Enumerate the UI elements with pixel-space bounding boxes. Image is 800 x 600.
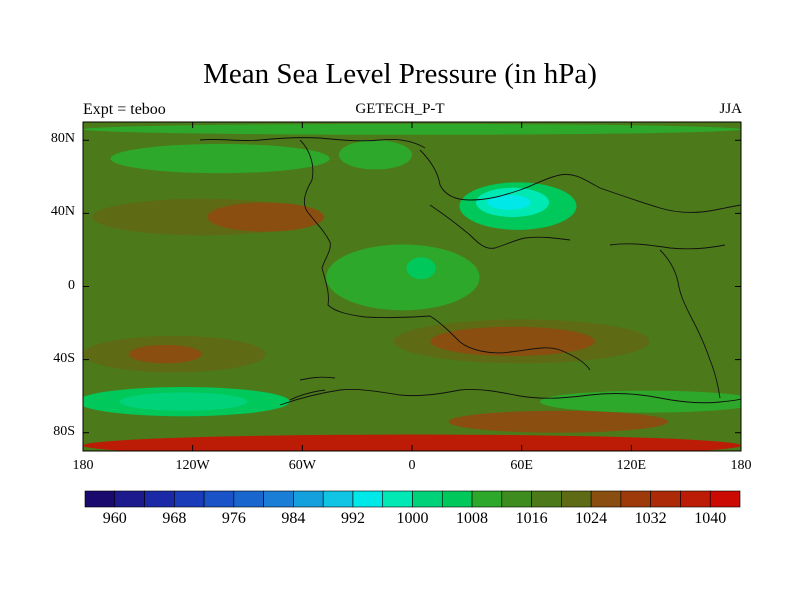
cimmerian-strip [609, 243, 726, 250]
colorbar-cell [441, 490, 473, 508]
colorbar-cell [620, 490, 651, 508]
colorbar-cell [203, 490, 235, 508]
pressure-region-north-pacific-high-core [207, 202, 325, 232]
coastlines [199, 137, 741, 406]
pressure-region-north-pacific-low [110, 143, 330, 174]
colorbar-cell [650, 490, 681, 508]
colorbar [84, 490, 741, 508]
colorbar-label: 1016 [515, 510, 548, 527]
lat-label: 80N [50, 131, 75, 147]
pressure-region-north-atlantic-low [338, 140, 413, 170]
lat-label: 80S [53, 423, 75, 439]
colorbar-cell [144, 490, 175, 508]
lon-label: 120W [175, 458, 210, 473]
colorbar-cell [174, 490, 205, 508]
pressure-region-southern-ocean-east-low [539, 390, 741, 413]
lat-label: 0 [68, 277, 75, 293]
pressure-field [83, 122, 741, 451]
colorbar-cell [293, 490, 324, 508]
pressure-region-pangea-thermal-low [406, 257, 436, 280]
colorbar-cell [412, 490, 443, 508]
colorbar-cell [233, 490, 264, 508]
season-label: JJA [719, 101, 742, 117]
colorbar-label: 1032 [634, 510, 667, 527]
colorbar-cell [680, 490, 711, 508]
colorbar-cell [263, 490, 294, 508]
pressure-region-south-pacific-high-core [128, 344, 202, 364]
pressure-region-antarctic-high-east [448, 410, 668, 433]
axis-ticks [82, 122, 742, 451]
colorbar-cell [382, 490, 413, 508]
colorbar-cell [471, 490, 503, 508]
pangea-south-coast [279, 389, 741, 406]
pressure-region-arctic-ring [83, 123, 741, 135]
colorbar-cell [531, 490, 562, 508]
map-title: Mean Sea Level Pressure (in hPa) [203, 58, 597, 90]
colorbar-cell [501, 490, 532, 508]
east-asia-coast [659, 249, 721, 399]
colorbar-label: 1024 [575, 510, 608, 527]
colorbar-label: 976 [221, 510, 246, 527]
lon-label: 60E [510, 458, 533, 473]
colorbar-cell [84, 490, 116, 508]
north-coast [199, 137, 426, 149]
lon-label: 180 [72, 458, 94, 473]
colorbar-cell [322, 490, 354, 508]
colorbar-label: 1008 [456, 510, 489, 527]
colorbar-cell [590, 490, 622, 508]
colorbar-label: 984 [281, 510, 306, 527]
lon-label: 60W [288, 458, 316, 473]
colorbar-cell [352, 490, 384, 508]
pressure-region-equatorial-trough [326, 244, 480, 311]
pressure-region-antarctic-high [83, 434, 741, 451]
colorbar-cell [114, 490, 145, 508]
colorbar-label: 968 [162, 510, 187, 527]
tethys-north-coast [419, 149, 741, 213]
experiment-label: Expt = teboo [83, 101, 166, 118]
colorbar-label: 1000 [396, 510, 429, 527]
colorbar-label: 992 [340, 510, 365, 527]
dataset-label: GETECH_P-T [355, 101, 445, 117]
west-antarctica-arc [289, 376, 336, 401]
pangea-west-coast [299, 139, 591, 371]
tethys-inner-coast [429, 204, 571, 249]
colorbar-cell [561, 490, 592, 508]
colorbar-label: 1040 [694, 510, 727, 527]
pressure-region-southern-ocean-low-core [119, 392, 248, 411]
lon-label: 180 [730, 458, 752, 473]
pressure-region-monsoon-low-core [486, 195, 531, 210]
lon-label: 120E [616, 458, 647, 473]
colorbar-cell [709, 490, 741, 508]
lat-label: 40S [53, 350, 75, 366]
colorbar-label: 960 [102, 510, 127, 527]
lon-label: 0 [408, 458, 416, 473]
lat-label: 40N [50, 204, 75, 220]
